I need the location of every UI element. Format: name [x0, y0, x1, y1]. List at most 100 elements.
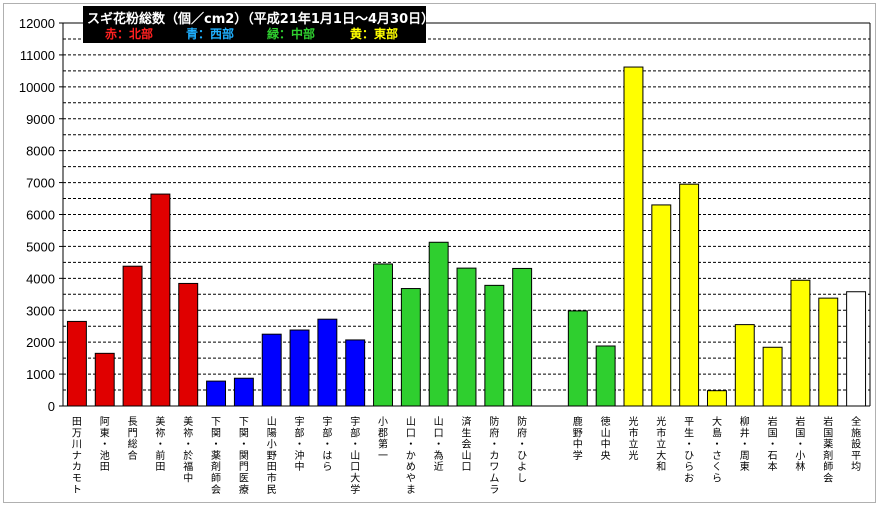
x-tick-label: ・ — [350, 440, 360, 451]
x-tick-label: 万 — [72, 428, 82, 439]
x-tick-label: 美 — [183, 415, 193, 428]
bar — [734, 324, 755, 407]
x-tick-label: 第 — [378, 438, 388, 451]
y-tick-label: 6000 — [26, 208, 55, 223]
x-tick-label: 光 — [628, 415, 638, 428]
bar — [846, 291, 867, 407]
x-tick-label: ひ — [684, 451, 694, 462]
y-tick-label: 4000 — [26, 271, 55, 286]
x-tick-label: 於 — [183, 449, 193, 462]
x-tick-label: 市 — [267, 472, 277, 485]
x-tick-label: 医 — [239, 473, 249, 485]
bar — [261, 333, 282, 407]
x-tick-label: ナ — [72, 450, 82, 462]
x-tick-label: 徳 — [601, 415, 611, 428]
y-tick-label: 11000 — [20, 48, 55, 63]
x-tick-label: 石 — [768, 451, 778, 462]
x-tick-label: 小 — [267, 439, 277, 451]
x-tick-label: 阿 — [100, 416, 110, 428]
x-tick-label: 生 — [684, 426, 694, 439]
y-tick-label: 7000 — [26, 176, 55, 191]
bar — [679, 183, 700, 407]
x-tick-label: 口 — [350, 462, 360, 473]
x-tick-label: 祢 — [183, 426, 193, 439]
bar — [233, 377, 254, 407]
x-tick-label: ・ — [740, 440, 750, 451]
x-tick-label: 山 — [601, 427, 611, 439]
x-tick-label: 陽 — [267, 427, 277, 439]
x-tick-label: 府 — [489, 426, 499, 439]
x-tick-label: 国 — [795, 427, 805, 439]
x-tick-label: 岩 — [823, 415, 833, 428]
x-tick-label: 一 — [378, 451, 388, 462]
x-tick-label: モ — [72, 474, 82, 485]
x-tick-label: 周 — [740, 450, 750, 462]
x-tick-label: 部 — [295, 426, 305, 439]
x-tick-label: ひ — [517, 451, 527, 462]
x-tick-label: め — [406, 461, 416, 473]
bar — [289, 329, 310, 407]
x-tick-label: 口 — [434, 428, 444, 439]
x-tick-label: 島 — [712, 426, 722, 439]
x-tick-label: ・ — [295, 440, 305, 451]
x-tick-label: カ — [489, 450, 499, 462]
bar — [206, 380, 227, 407]
bar — [428, 241, 449, 407]
x-tick-label: 平 — [684, 417, 694, 428]
x-tick-label: 野 — [267, 450, 277, 462]
x-tick-label: 大 — [350, 472, 360, 485]
x-tick-label: 学 — [573, 449, 583, 462]
x-tick-label: 済 — [462, 415, 472, 428]
bar — [790, 279, 811, 407]
x-tick-label: 小 — [378, 416, 388, 428]
x-tick-label: 郡 — [378, 427, 388, 439]
x-tick-label: ら — [322, 461, 332, 473]
x-tick-label: 施 — [851, 426, 861, 439]
x-tick-label: 光 — [656, 415, 666, 428]
x-tick-label: 光 — [628, 449, 638, 462]
legend-item-east: 黄：東部 — [350, 27, 399, 41]
x-tick-label: や — [406, 473, 416, 485]
bar — [317, 318, 338, 407]
bar — [122, 265, 143, 407]
x-tick-label: 下 — [239, 417, 249, 428]
x-tick-label: 宇 — [295, 415, 305, 428]
legend-item-central: 緑：中部 — [267, 27, 316, 41]
x-tick-label: 関 — [239, 450, 249, 462]
x-tick-label: 会 — [823, 472, 833, 485]
x-tick-label: ・ — [183, 440, 193, 451]
x-tick-label: 下 — [211, 417, 221, 428]
x-tick-label: 山 — [350, 450, 360, 462]
x-tick-label: 府 — [517, 426, 527, 439]
x-tick-label: 国 — [768, 427, 778, 439]
x-tick-label: ・ — [100, 440, 110, 451]
x-tick-label: ま — [406, 484, 416, 496]
x-tick-label: 山 — [406, 416, 416, 428]
x-tick-label: 民 — [267, 484, 277, 496]
x-tick-label: 師 — [823, 460, 833, 473]
bar — [94, 352, 115, 407]
y-tick-label: 0 — [48, 399, 55, 414]
legend-item-west: 青：西部 — [186, 27, 235, 41]
x-tick-label: 林 — [795, 460, 805, 473]
x-tick-label: 口 — [462, 462, 472, 473]
x-tick-label: 門 — [239, 461, 249, 473]
y-tick-label: 3000 — [26, 303, 55, 318]
x-tick-label: お — [684, 473, 694, 485]
x-tick-label: ・ — [211, 440, 221, 451]
x-tick-label: 中 — [601, 438, 611, 451]
x-tick-label: 小 — [795, 450, 805, 462]
x-tick-label: 立 — [656, 438, 666, 451]
bar — [762, 346, 783, 407]
bar — [706, 390, 727, 407]
x-tick-label: ・ — [768, 440, 778, 451]
x-tick-label: 為 — [434, 449, 444, 462]
x-tick-label: 川 — [72, 440, 82, 451]
x-tick-label: 中 — [183, 472, 193, 485]
bar — [818, 297, 839, 407]
x-tick-label: 療 — [239, 483, 249, 496]
x-tick-label: 総 — [128, 438, 138, 451]
bar — [456, 267, 477, 407]
x-tick-label: 池 — [100, 449, 110, 462]
